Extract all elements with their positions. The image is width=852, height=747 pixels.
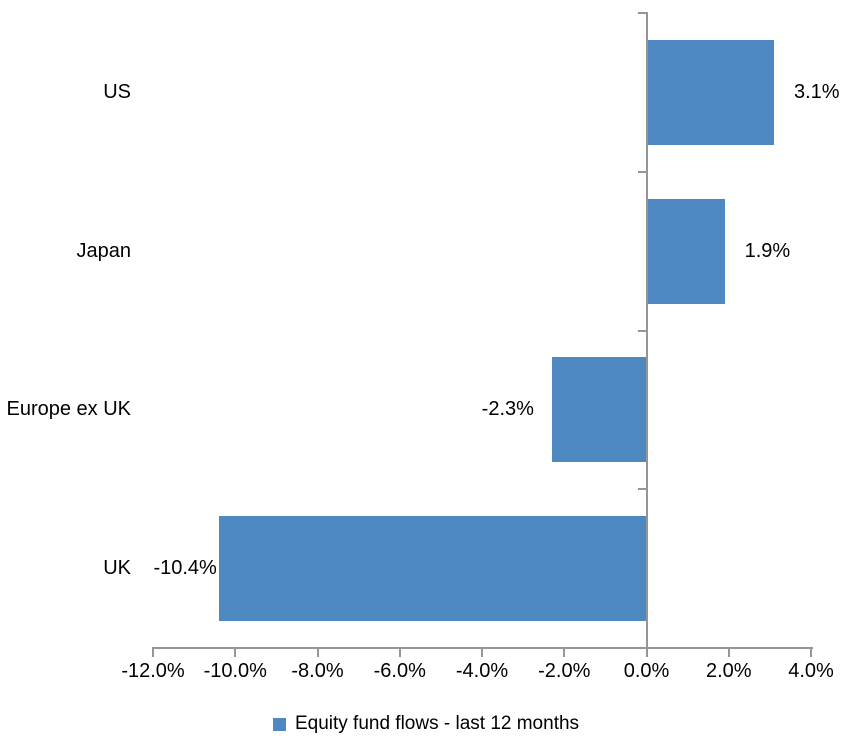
x-tick-label: -2.0% — [538, 660, 591, 682]
x-tick-label: 4.0% — [788, 660, 834, 682]
x-axis-tick — [152, 647, 154, 657]
x-axis-tick — [398, 647, 401, 657]
bar-japan — [646, 198, 725, 304]
category-axis-tick — [637, 647, 648, 649]
x-axis-tick — [481, 647, 483, 657]
bar-europe-ex-uk — [551, 357, 647, 463]
data-label: -10.4% — [153, 557, 217, 580]
x-axis-tick — [316, 647, 319, 657]
x-tick-label: -6.0% — [373, 660, 426, 682]
data-label: -2.3% — [481, 398, 534, 421]
x-tick-label: -4.0% — [455, 660, 509, 682]
category-label: US — [103, 80, 131, 103]
x-axis-tick — [810, 647, 812, 657]
x-axis-tick — [234, 647, 237, 657]
x-axis-tick — [727, 647, 730, 657]
category-axis-tick — [637, 12, 648, 14]
category-axis-tick — [637, 170, 648, 173]
x-tick-label: 0.0% — [623, 660, 670, 682]
category-axis-tick — [637, 329, 648, 332]
data-label: 1.9% — [744, 239, 791, 262]
x-axis-line — [153, 647, 813, 649]
x-tick-label: -8.0% — [291, 660, 344, 682]
x-tick-label: -10.0% — [203, 660, 267, 682]
category-axis-tick — [637, 488, 648, 491]
category-label: Europe ex UK — [6, 398, 131, 421]
x-axis-tick — [645, 647, 648, 657]
bar-uk — [218, 516, 647, 622]
x-axis-tick — [563, 647, 566, 657]
legend: Equity fund flows - last 12 months — [0, 706, 852, 742]
x-tick-label: 2.0% — [705, 660, 752, 682]
category-label: UK — [103, 557, 131, 580]
bar-us — [646, 39, 774, 145]
x-tick-label: -12.0% — [121, 660, 185, 682]
legend-label: Equity fund flows - last 12 months — [294, 713, 580, 734]
legend-swatch — [272, 717, 286, 731]
data-label: 3.1% — [793, 80, 840, 103]
category-label: Japan — [76, 239, 132, 262]
